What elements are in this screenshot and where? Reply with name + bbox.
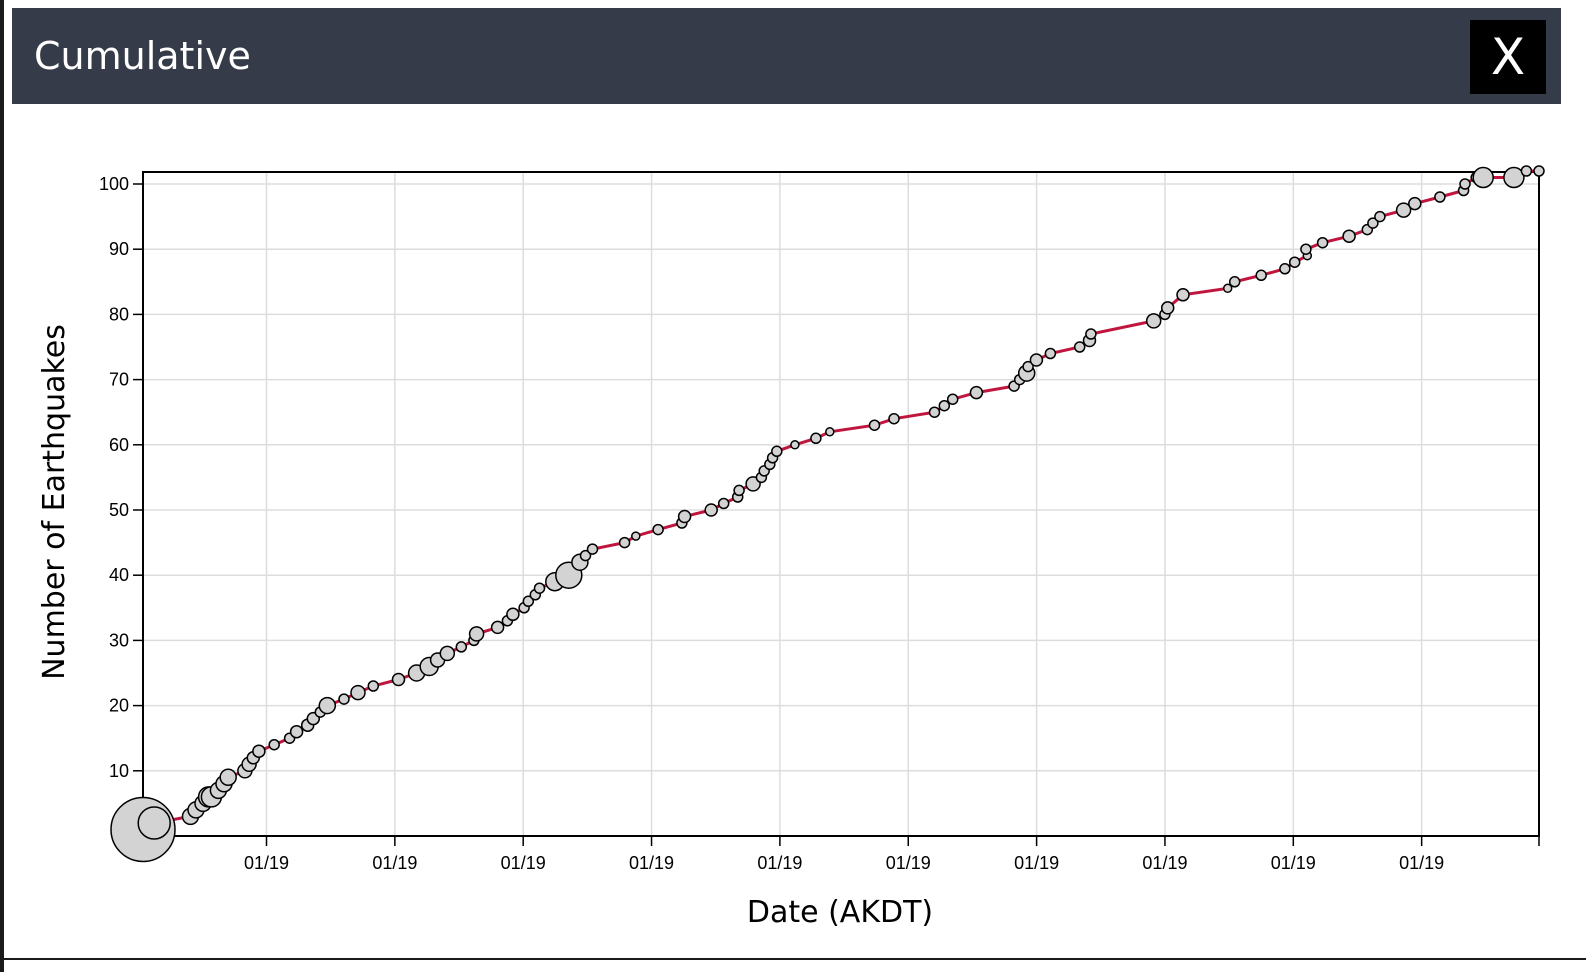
earthquake-point[interactable] (1434, 191, 1446, 203)
earthquake-point[interactable] (1367, 217, 1379, 229)
x-tick-label: 01/19 (886, 853, 931, 873)
earthquake-point[interactable] (1044, 347, 1057, 360)
y-tick-label: 90 (109, 239, 129, 259)
earthquake-point[interactable] (289, 724, 304, 739)
earthquake-point[interactable] (631, 531, 641, 541)
chart-grid (143, 172, 1539, 836)
earthquake-point[interactable] (268, 738, 280, 751)
y-tick-label: 60 (109, 435, 129, 455)
earthquake-point[interactable] (677, 509, 692, 524)
earthquake-point[interactable] (1300, 243, 1312, 255)
earthquake-point[interactable] (367, 680, 380, 692)
earthquake-point[interactable] (522, 595, 535, 608)
earthquake-point[interactable] (1022, 360, 1034, 373)
earthquake-point[interactable] (1472, 166, 1494, 189)
panel-header: Cumulative X (12, 8, 1561, 104)
earthquake-point[interactable] (825, 427, 835, 437)
earthquake-point[interactable] (439, 645, 456, 662)
earthquake-point[interactable] (1073, 341, 1086, 353)
y-tick-label: 70 (109, 370, 129, 390)
earthquake-point[interactable] (810, 432, 822, 445)
earthquake-point[interactable] (391, 672, 406, 687)
earthquake-point[interactable] (1160, 301, 1175, 315)
earthquake-point[interactable] (1279, 263, 1291, 275)
x-tick-label: 01/19 (757, 853, 802, 873)
earthquake-point[interactable] (1288, 256, 1301, 268)
earthquake-point[interactable] (790, 440, 800, 450)
x-tick-label: 01/19 (1142, 853, 1187, 873)
window-frame-left (0, 0, 4, 972)
x-tick-label: 01/19 (372, 853, 417, 873)
x-tick-label: 01/19 (1271, 853, 1316, 873)
earthquake-point[interactable] (350, 684, 366, 701)
plot-frame (142, 171, 1540, 837)
window-frame-bottom (0, 958, 1586, 960)
earthquake-point[interactable] (1408, 196, 1422, 211)
earthquake-point[interactable] (1222, 283, 1233, 294)
earthquake-point[interactable] (1085, 328, 1097, 340)
earthquake-point[interactable] (1176, 288, 1190, 302)
earthquake-point[interactable] (533, 582, 546, 594)
earthquake-point[interactable] (771, 445, 783, 458)
earthquake-point[interactable] (1255, 269, 1267, 282)
earthquake-point[interactable] (1503, 166, 1525, 189)
earthquake-point[interactable] (1533, 165, 1545, 177)
earthquake-point[interactable] (579, 549, 592, 562)
earthquake-point[interactable] (586, 543, 599, 555)
earthquake-point[interactable] (1374, 210, 1386, 223)
earthquake-point[interactable] (717, 497, 730, 510)
y-tick-label: 30 (109, 630, 129, 650)
earthquake-point[interactable] (1029, 353, 1044, 367)
x-tick-label: 01/19 (1014, 853, 1059, 873)
x-axis-title: Date (AKDT) (747, 895, 933, 930)
earthquake-point[interactable] (1316, 236, 1329, 249)
earthquake-point[interactable] (704, 503, 718, 517)
x-axis: 01/19 01/19 01/19 01/19 01/19 01/19 01/19 01/19… (244, 836, 1540, 873)
y-axis: 10 20 30 40 50 60 70 80 90 100 (99, 174, 143, 781)
y-tick-label: 80 (109, 304, 129, 324)
earthquake-point[interactable] (252, 744, 266, 758)
earthquake-point[interactable] (506, 607, 520, 622)
earthquake-point[interactable] (455, 641, 468, 653)
earthquake-point[interactable] (938, 399, 951, 412)
y-tick-label: 100 (99, 174, 129, 194)
x-tick-label: 01/19 (244, 853, 289, 873)
earthquake-point[interactable] (338, 693, 350, 705)
earthquake-point[interactable] (868, 419, 881, 431)
y-tick-label: 20 (109, 696, 129, 716)
earthquake-point[interactable] (928, 406, 941, 418)
earthquake-point[interactable] (1520, 165, 1533, 177)
earthquake-point[interactable] (490, 620, 505, 635)
earthquake-point[interactable] (219, 768, 237, 787)
x-tick-label: 01/19 (629, 853, 674, 873)
y-tick-label: 10 (109, 761, 129, 781)
earthquake-point[interactable] (1342, 229, 1356, 243)
y-tick-label: 40 (109, 565, 129, 585)
close-button[interactable]: X (1470, 20, 1546, 94)
panel-title: Cumulative (34, 34, 251, 78)
earthquake-point[interactable] (618, 536, 631, 549)
earthquake-point[interactable] (888, 412, 900, 425)
x-tick-label: 01/19 (501, 853, 546, 873)
earthquake-point[interactable] (1228, 276, 1241, 288)
earthquake-markers (110, 165, 1545, 863)
earthquake-point[interactable] (652, 523, 664, 536)
earthquake-point[interactable] (1145, 313, 1162, 329)
y-tick-label: 50 (109, 500, 129, 520)
earthquake-point[interactable] (946, 393, 959, 405)
earthquake-point[interactable] (1459, 178, 1471, 190)
earthquake-point[interactable] (1395, 202, 1412, 218)
earthquake-point[interactable] (137, 806, 171, 840)
y-axis-title: Number of Earthquakes (37, 324, 72, 680)
earthquake-point[interactable] (318, 696, 337, 715)
earthquake-point[interactable] (468, 626, 485, 642)
cumulative-line (142, 169, 1539, 831)
x-tick-label: 01/19 (1399, 853, 1444, 873)
earthquake-point[interactable] (733, 484, 745, 497)
earthquake-point[interactable] (969, 385, 984, 400)
